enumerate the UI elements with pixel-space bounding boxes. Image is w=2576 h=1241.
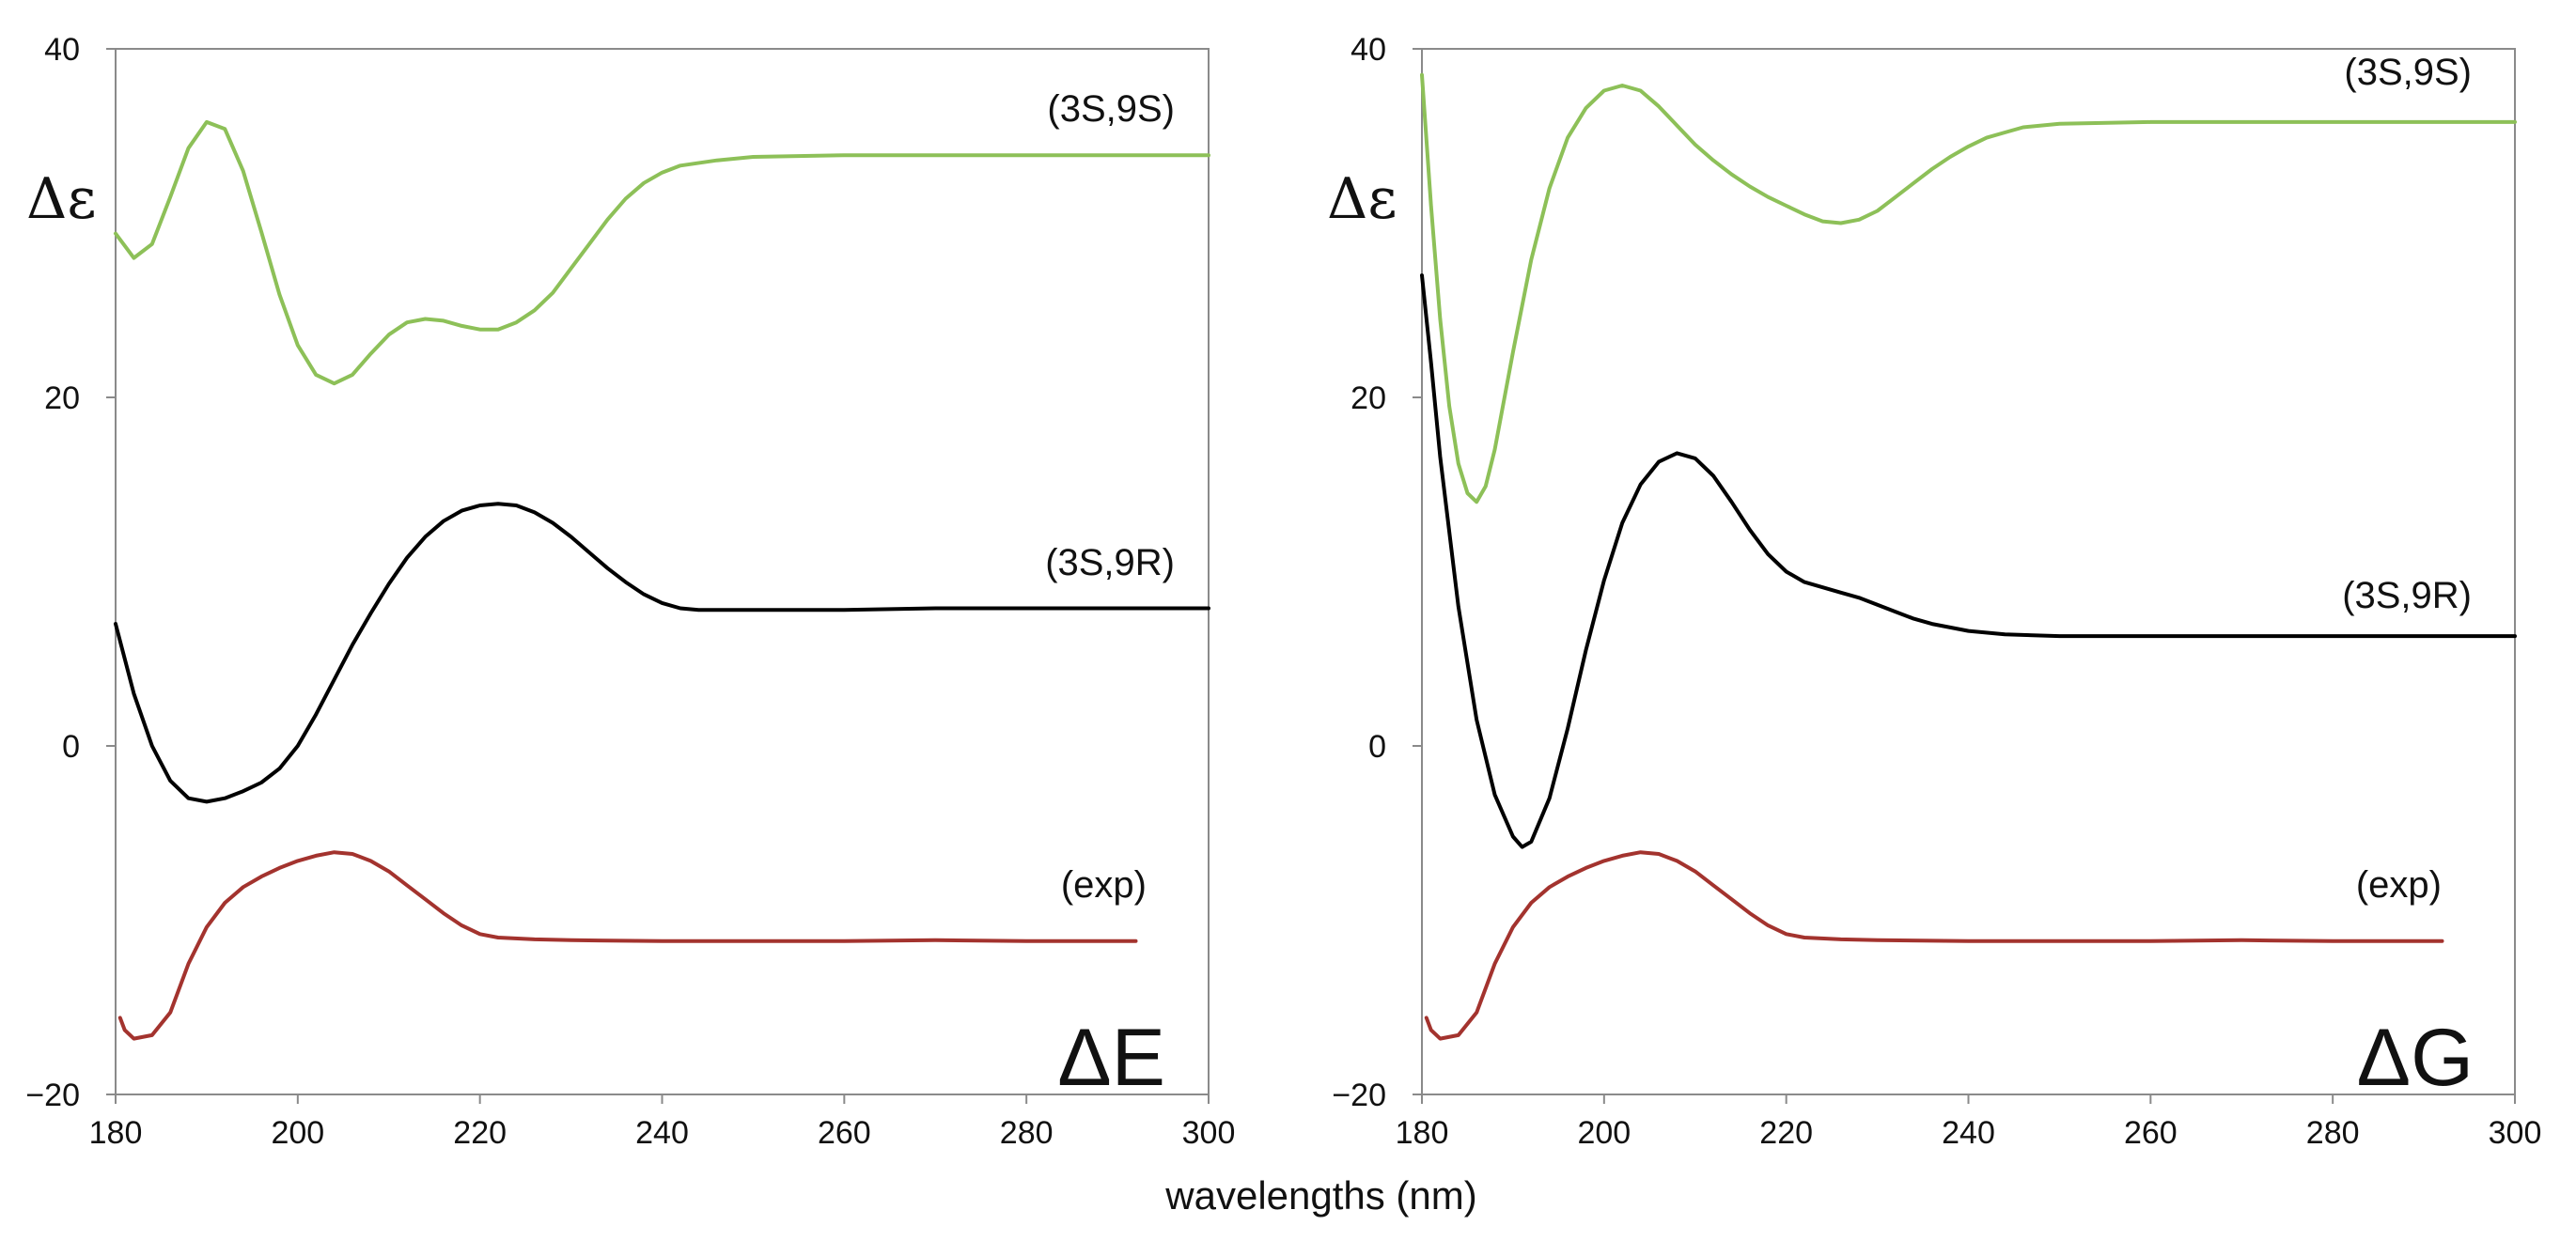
x-tick-label: 300 bbox=[1182, 1115, 1236, 1151]
x-tick-label: 200 bbox=[1577, 1115, 1631, 1151]
x-tick-label: 260 bbox=[2124, 1115, 2178, 1151]
y-axis-label: Δε bbox=[26, 166, 96, 232]
x-tick-label: 280 bbox=[1000, 1115, 1054, 1151]
x-tick-label: 200 bbox=[271, 1115, 324, 1151]
y-tick-label: −20 bbox=[1332, 1078, 1386, 1113]
x-tick-label: 220 bbox=[1759, 1115, 1813, 1151]
x-tick-label: 220 bbox=[453, 1115, 507, 1151]
series-label: (exp) bbox=[1061, 864, 1147, 906]
y-tick-label: −20 bbox=[25, 1078, 80, 1113]
y-tick-label: 20 bbox=[44, 380, 80, 416]
series-line-0 bbox=[1420, 72, 2517, 504]
x-tick-label: 300 bbox=[2489, 1115, 2542, 1151]
series-label: (3S,9R) bbox=[2342, 575, 2472, 616]
y-axis-label: Δε bbox=[1327, 166, 1397, 232]
x-tick-label: 180 bbox=[1396, 1115, 1449, 1151]
series-label: (3S,9R) bbox=[1045, 542, 1175, 583]
series-label: (3S,9S) bbox=[2344, 52, 2472, 93]
series-line-1 bbox=[114, 502, 1210, 804]
y-tick-label: 0 bbox=[1368, 729, 1386, 765]
panel-delta-e: −20 0 20 40 180 200 220 240 260 280 300 (3S,9S) (3S,… bbox=[25, 32, 1235, 1151]
x-tick-label: 260 bbox=[818, 1115, 871, 1151]
series-line-2 bbox=[117, 850, 1138, 1041]
series-label: (3S,9S) bbox=[1047, 88, 1175, 130]
x-tick-label: 240 bbox=[635, 1115, 689, 1151]
y-tick-label: 0 bbox=[62, 729, 80, 765]
x-tick-label: 280 bbox=[2306, 1115, 2360, 1151]
panel-label: ΔE bbox=[1057, 1013, 1165, 1103]
plot-frame bbox=[1421, 48, 2516, 1095]
y-tick-label: 40 bbox=[44, 32, 80, 68]
panel-delta-g: −20 0 20 40 180 200 220 240 260 280 300 (3S,9S) (3S,… bbox=[1327, 32, 2541, 1151]
x-tick-label: 180 bbox=[89, 1115, 143, 1151]
x-axis-label: wavelengths (nm) bbox=[1164, 1173, 1476, 1218]
x-tick-label: 240 bbox=[1942, 1115, 1995, 1151]
series-line-2 bbox=[1424, 850, 2444, 1041]
panel-label: ΔG bbox=[2357, 1013, 2474, 1103]
y-tick-label: 40 bbox=[1350, 32, 1386, 68]
series-line-1 bbox=[1420, 273, 2517, 849]
y-tick-label: 20 bbox=[1350, 380, 1386, 416]
series-label: (exp) bbox=[2356, 864, 2442, 906]
series-line-0 bbox=[114, 119, 1210, 386]
